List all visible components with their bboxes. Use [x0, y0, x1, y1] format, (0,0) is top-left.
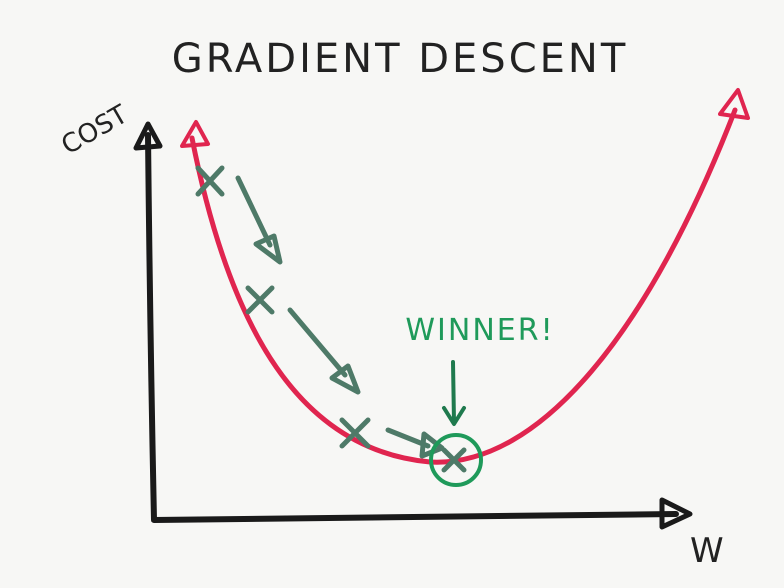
- x-arrowhead: [659, 497, 693, 530]
- title: GRADIENT DESCENT: [172, 36, 629, 82]
- winner-circle: [429, 433, 483, 487]
- curve-arrowhead-left: [180, 120, 210, 148]
- y-arrowhead: [133, 121, 163, 151]
- annotation-arrow: [442, 360, 466, 426]
- x-axis-label: W: [690, 531, 724, 571]
- annotation: WINNER!: [405, 313, 554, 348]
- steps: [195, 165, 467, 473]
- axes: [145, 132, 679, 523]
- curve-arrowhead-right: [718, 88, 750, 120]
